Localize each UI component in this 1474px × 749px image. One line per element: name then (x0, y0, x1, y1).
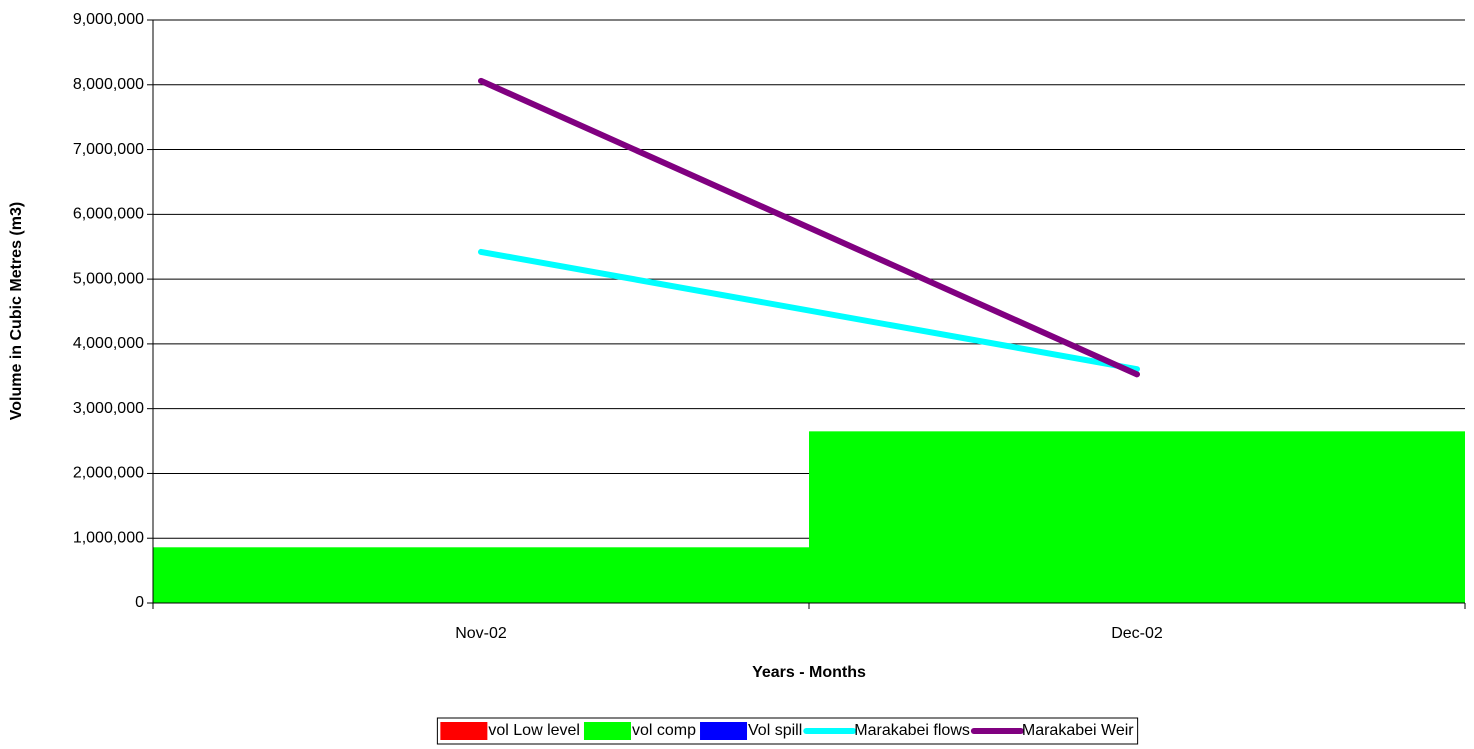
y-axis-title: Volume in Cubic Metres (m3) (8, 202, 25, 420)
y-tick-label: 4,000,000 (73, 335, 144, 352)
y-tick-label: 0 (135, 594, 144, 611)
line-series (478, 77, 1140, 378)
bar (809, 431, 1465, 603)
legend-label: Marakabei flows (854, 722, 970, 739)
y-tick-label: 7,000,000 (73, 141, 144, 158)
y-tick-label: 1,000,000 (73, 529, 144, 546)
legend-swatch (700, 722, 748, 740)
y-tick-label: 6,000,000 (73, 206, 144, 223)
legend-swatch (583, 722, 631, 740)
bar (153, 547, 809, 603)
legend-label: vol Low level (488, 722, 580, 739)
y-tick-label: 8,000,000 (73, 76, 144, 93)
legend-label: Vol spill (748, 722, 802, 739)
legend-swatch (440, 722, 488, 740)
x-tick-label: Nov-02 (455, 625, 507, 642)
line-series (478, 248, 1140, 373)
y-tick-label: 3,000,000 (73, 400, 144, 417)
x-tick-label: Dec-02 (1111, 625, 1163, 642)
y-tick-label: 2,000,000 (73, 465, 144, 482)
y-tick-label: 9,000,000 (73, 11, 144, 28)
y-tick-label: 5,000,000 (73, 270, 144, 287)
legend-label: Marakabei Weir (1022, 722, 1134, 739)
legend-label: vol comp (632, 722, 696, 739)
legend: vol Low level vol comp Vol spill Marakabei … (436, 717, 1139, 745)
x-axis-title: Years - Months (752, 664, 866, 681)
